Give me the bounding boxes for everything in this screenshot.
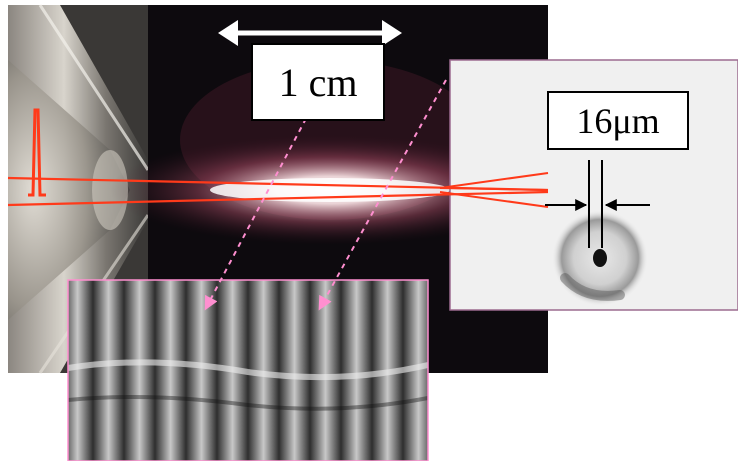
focal-spot-label: 16μm bbox=[547, 91, 689, 150]
laser-beam bbox=[7, 108, 549, 208]
fringe-arrows bbox=[204, 79, 447, 311]
scale-bar-arrow bbox=[218, 20, 402, 46]
interferogram-inset bbox=[67, 279, 429, 461]
scale-label: 1 cm bbox=[251, 43, 385, 121]
spot-width-marker bbox=[545, 160, 650, 248]
focal-spot-label-text: 16μm bbox=[576, 100, 660, 141]
laser-pulse-profile bbox=[28, 108, 46, 197]
scale-label-text: 1 cm bbox=[278, 59, 358, 105]
